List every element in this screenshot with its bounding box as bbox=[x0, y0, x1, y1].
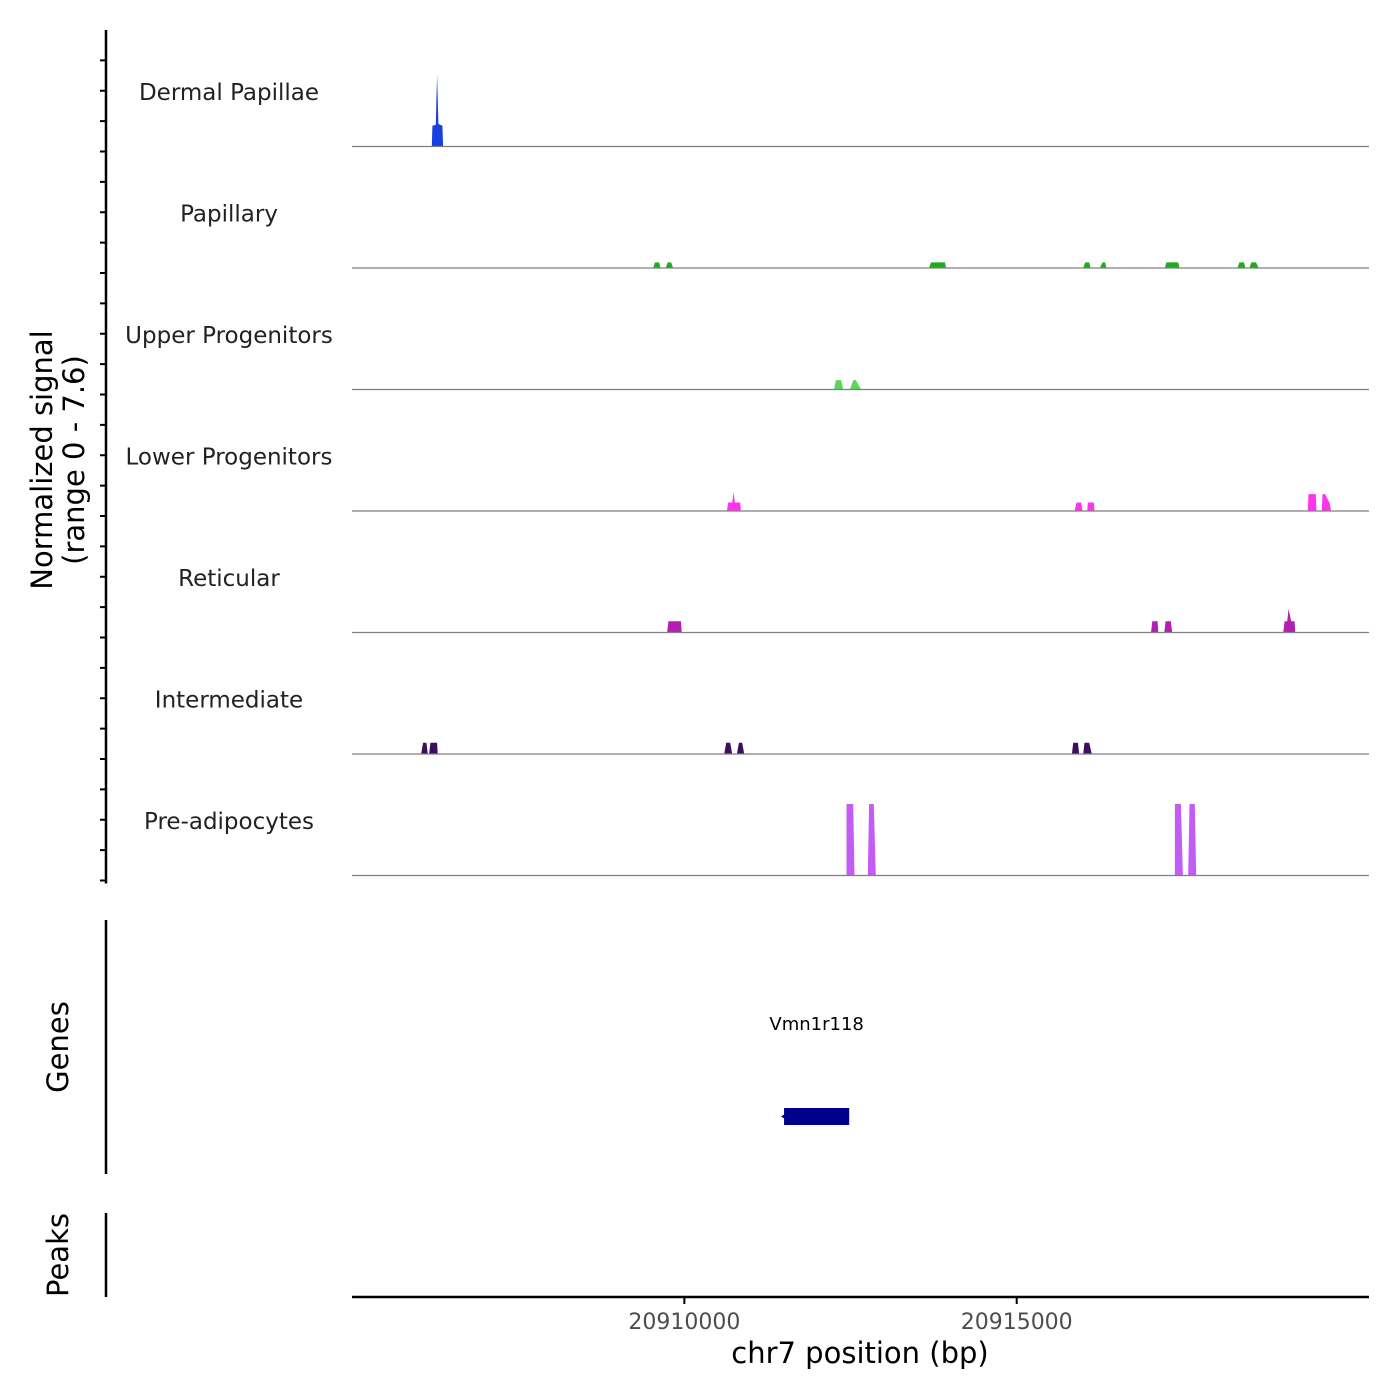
x-tick-label: 20915000 bbox=[961, 1310, 1073, 1335]
signal-tracks: Dermal Papillae Papillary Upper Progenitor… bbox=[125, 75, 1369, 877]
track-label: Pre-adipocytes bbox=[144, 809, 314, 835]
signal-area bbox=[421, 742, 1092, 754]
signal-area bbox=[431, 75, 444, 147]
y-axis-range: (range 0 - 7.6) bbox=[57, 355, 91, 565]
x-axis-ticks: 20910000 20915000 bbox=[628, 1297, 1073, 1335]
track-intermediate: Intermediate bbox=[155, 688, 1369, 755]
genes-track: Vmn1r118 bbox=[769, 1014, 864, 1125]
x-tick-label: 20910000 bbox=[628, 1310, 740, 1335]
track-dermal-papillae: Dermal Papillae bbox=[139, 75, 1369, 148]
track-label: Upper Progenitors bbox=[125, 323, 333, 349]
strand-arrow-icon bbox=[781, 1112, 789, 1121]
signal-area bbox=[833, 380, 862, 390]
track-label: Lower Progenitors bbox=[126, 445, 333, 471]
track-label: Intermediate bbox=[155, 688, 303, 714]
track-lower-progenitors: Lower Progenitors bbox=[126, 445, 1369, 512]
x-axis-title: chr7 position (bp) bbox=[731, 1336, 988, 1370]
signal-area bbox=[846, 804, 1197, 876]
track-reticular: Reticular bbox=[178, 566, 1369, 634]
y-axis-title: Normalized signal bbox=[25, 330, 59, 589]
track-label: Dermal Papillae bbox=[139, 80, 319, 106]
track-papillary: Papillary bbox=[180, 202, 1369, 269]
track-label: Papillary bbox=[180, 202, 278, 228]
track-label: Reticular bbox=[178, 566, 280, 592]
track-pre-adipocytes: Pre-adipocytes bbox=[144, 804, 1369, 877]
genes-title: Genes bbox=[41, 1001, 75, 1093]
track-upper-progenitors: Upper Progenitors bbox=[125, 323, 1369, 391]
gene-body bbox=[784, 1108, 850, 1125]
signal-area bbox=[726, 492, 1332, 511]
signal-area bbox=[667, 609, 1296, 633]
signal-area bbox=[653, 262, 1259, 268]
gene-vmn1r118: Vmn1r118 bbox=[769, 1014, 864, 1125]
peaks-title: Peaks bbox=[41, 1213, 75, 1297]
signal-y-axis bbox=[100, 30, 108, 884]
gene-label: Vmn1r118 bbox=[769, 1014, 863, 1035]
